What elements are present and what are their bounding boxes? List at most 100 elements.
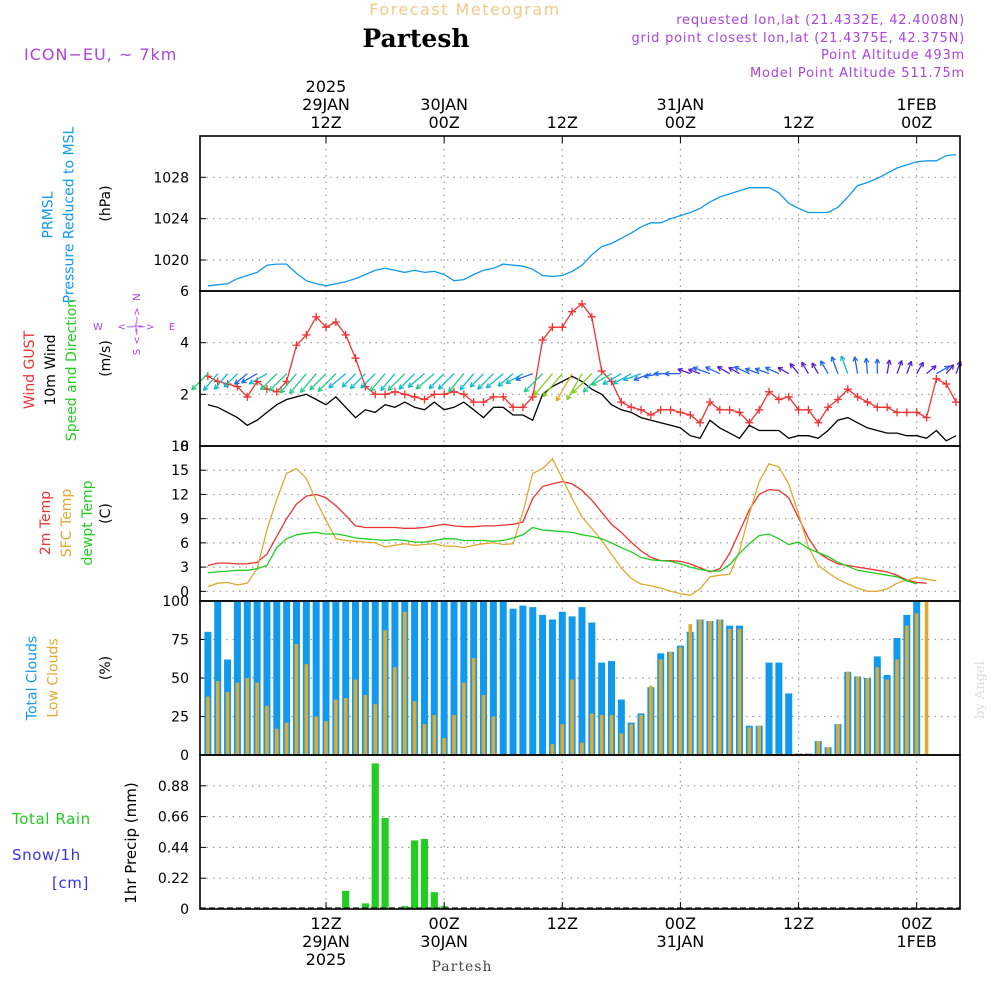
- wind-arrow-shaft: [428, 373, 445, 390]
- gust-marker: [272, 387, 281, 396]
- wind-arrow-head: [777, 366, 783, 373]
- wind-arrow-head: [415, 383, 422, 390]
- dewpt-temp-line: [207, 526, 917, 585]
- wind-arrow-shaft: [515, 373, 533, 381]
- low-cloud-bar: [481, 694, 486, 755]
- low-cloud-bar: [402, 611, 407, 755]
- panel-label: Pressure Reduced to MSL: [62, 126, 78, 303]
- wind-arrow-head: [369, 386, 376, 392]
- wind-arrow-head: [497, 381, 504, 387]
- wind-arrow-head: [268, 385, 275, 392]
- wind-arrow-shaft: [533, 373, 553, 396]
- y-tick-label: 12: [171, 487, 189, 503]
- wind-arrow-shaft: [459, 373, 475, 391]
- wind-arrow-shaft: [268, 373, 288, 392]
- gust-marker: [735, 408, 744, 417]
- low-cloud-bar: [845, 671, 850, 755]
- time-label-top: 31JAN: [657, 95, 705, 114]
- wind-arrow-head: [542, 391, 548, 398]
- wind-arrow-head: [288, 388, 295, 395]
- wind-arrow-head: [948, 364, 955, 370]
- wind-arrow-shaft: [260, 373, 278, 391]
- y-tick-label: 0.66: [158, 810, 189, 826]
- gust-marker: [932, 374, 941, 383]
- panel-label: Speed and Direction: [64, 299, 80, 441]
- wind-arrow-shaft: [853, 356, 859, 374]
- low-cloud-bar: [353, 679, 358, 755]
- y-tick-label: 2: [180, 387, 189, 403]
- wind-arrow-head: [191, 384, 197, 391]
- time-label-bottom: 29JAN: [302, 932, 350, 951]
- gust-marker: [243, 392, 252, 401]
- y-tick-label: 0.22: [158, 871, 189, 887]
- rain-bar: [430, 892, 438, 909]
- 2m-temp-line: [207, 480, 927, 584]
- wind-arrow-head: [840, 355, 846, 362]
- wind-direction-arrows: [191, 355, 962, 402]
- wind-arrow-head: [380, 385, 386, 392]
- rain-label: Total Rain: [11, 810, 91, 828]
- wind-arrow-shaft: [688, 368, 701, 375]
- gust-marker: [892, 408, 901, 417]
- low-cloud-bar: [462, 682, 466, 755]
- y-tick-label: 18: [171, 439, 189, 455]
- low-cloud-bar: [580, 742, 584, 755]
- wind-arrow-head: [437, 384, 444, 390]
- wind-arrow-shaft: [213, 373, 229, 390]
- low-cloud-bar: [363, 694, 368, 755]
- wind-arrow-head: [918, 361, 924, 368]
- requested-coords: requested lon,lat (21.4332E, 42.4008N): [676, 13, 965, 28]
- compass-ns-arrow: <−|−>: [132, 308, 143, 345]
- low-cloud-bar: [442, 738, 446, 755]
- wind-arrow-head: [459, 384, 465, 391]
- wind-arrow-shaft: [886, 359, 891, 374]
- low-cloud-bar: [914, 613, 919, 755]
- low-cloud-bar: [698, 619, 702, 755]
- wind-arrow-shaft: [728, 366, 740, 375]
- wind-arrow-head: [852, 356, 859, 362]
- wind-arrow-head: [260, 384, 266, 391]
- gust-marker: [420, 395, 429, 404]
- wind-arrow-head: [279, 387, 286, 394]
- wind-arrow-shaft: [734, 366, 750, 375]
- rain-bar: [381, 818, 389, 909]
- gust-marker: [341, 330, 350, 339]
- gust-marker: [833, 395, 842, 404]
- wind-arrow-shaft: [571, 373, 593, 394]
- gust-marker: [952, 398, 961, 407]
- wind-arrow-shaft: [299, 373, 317, 393]
- wind-arrow-head: [240, 378, 247, 384]
- panel-frame: [199, 445, 961, 602]
- wind-arrow-shaft: [497, 373, 514, 387]
- wind-arrow-shaft: [945, 364, 955, 375]
- total-cloud-bar: [322, 601, 330, 755]
- wind-arrow-shaft: [765, 366, 780, 375]
- gust-marker: [686, 411, 695, 419]
- wind-arrow-shaft: [623, 373, 642, 381]
- total-cloud-bar: [263, 601, 271, 755]
- gust-marker: [440, 390, 449, 399]
- wind-arrow-head: [653, 370, 659, 377]
- total-cloud-bar: [342, 601, 350, 755]
- wind-arrow-head: [407, 382, 414, 388]
- wind-arrow-shaft: [801, 361, 809, 374]
- gust-marker: [430, 390, 439, 399]
- panel-temperature: 0 3 6 9 12 15 18 (C) 2m Temp SFC Temp dewpt Temp: [38, 439, 961, 602]
- gust-marker: [371, 390, 380, 399]
- wind-arrow-shaft: [398, 373, 416, 390]
- precip-axis-label: 1hr Precip (mm): [122, 782, 140, 903]
- wind-arrow-shaft: [542, 373, 563, 398]
- gust-marker: [794, 405, 803, 414]
- wind-arrow-shaft: [317, 373, 337, 392]
- wind-arrow-shaft: [555, 373, 573, 402]
- gust-marker: [853, 392, 862, 401]
- y-tick-label: 3: [180, 560, 189, 576]
- low-cloud-bar: [609, 714, 614, 755]
- wind-arrow-shaft: [840, 355, 849, 374]
- footer-location: Partesh: [432, 959, 493, 975]
- y-tick-label: 1028: [153, 170, 189, 186]
- compass-w: W: [93, 322, 103, 333]
- low-cloud-bar: [727, 628, 732, 755]
- time-label-top: 00Z: [428, 113, 459, 132]
